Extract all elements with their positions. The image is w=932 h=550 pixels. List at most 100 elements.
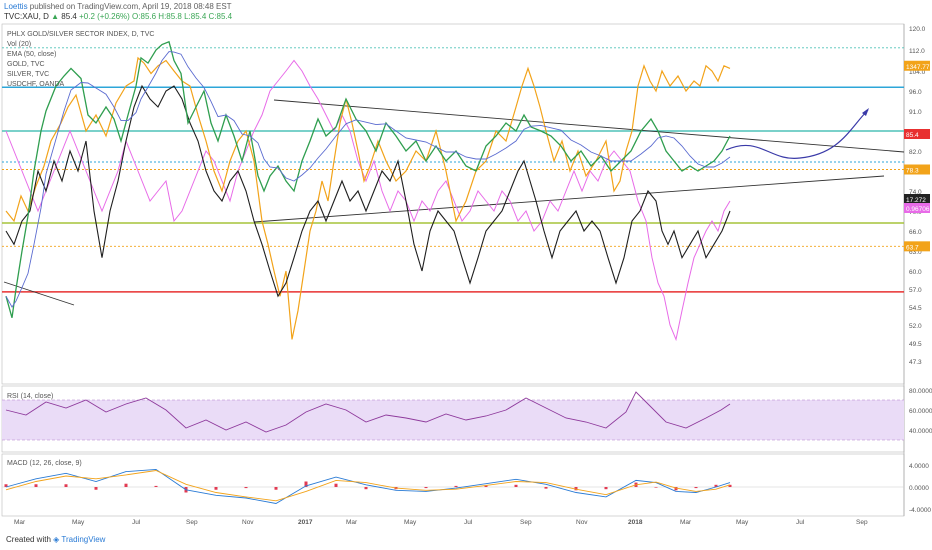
x-tick-label: Sep <box>520 519 532 526</box>
y-tick-label: 54.5 <box>909 305 922 312</box>
rsi-tick-label: 80.0000 <box>909 388 932 395</box>
ema-series <box>5 51 731 308</box>
macd-tick-label: 0.0000 <box>909 485 929 492</box>
symbol-info: TVC:XAU, D ▲ 85.4 +0.2 (+0.26%) O:85.6 H… <box>4 12 232 21</box>
x-tick-label: Jul <box>464 519 473 526</box>
macd-hist-bar <box>244 487 248 489</box>
macd-hist-bar <box>364 487 368 490</box>
y-tick-label: 91.0 <box>909 109 922 116</box>
price-tag-label: 85.4 <box>906 132 919 139</box>
x-tick-label: 2017 <box>298 519 313 526</box>
legend-entry: Vol (20) <box>7 41 31 48</box>
x-tick-label: May <box>404 519 417 526</box>
footer: Created with ◈ TradingView <box>6 535 105 544</box>
x-tick-label: Nov <box>242 519 254 526</box>
macd-hist-bar <box>274 487 278 490</box>
price-change: +0.2 (+0.26%) <box>79 12 130 21</box>
price-tag-label: 0.96706 <box>906 206 930 213</box>
trend-line-upper <box>273 99 905 153</box>
x-tick-label: Mar <box>680 519 692 526</box>
xau-series <box>5 40 731 318</box>
macd-label: MACD (12, 26, close, 9) <box>7 460 82 467</box>
last-price: 85.4 <box>61 12 77 21</box>
macd-hist-bar <box>214 487 218 490</box>
gold-series <box>5 56 731 340</box>
price-tag-bg <box>904 203 930 213</box>
price-tag-bg <box>904 194 930 204</box>
author-link[interactable]: Loettis <box>4 2 28 11</box>
tradingview-link[interactable]: TradingView <box>61 535 106 544</box>
y-tick-label: 57.0 <box>909 287 922 294</box>
x-tick-label: May <box>736 519 749 526</box>
legend-entry: USDCHF, OANDA <box>7 81 65 88</box>
tradingview-logo-icon: ◈ <box>53 535 60 544</box>
legend-entry: GOLD, TVC <box>7 61 45 68</box>
projection-curve <box>725 109 869 159</box>
ohlc-values: O:85.6 H:85.8 L:85.4 C:85.4 <box>132 12 233 21</box>
x-tick-label: Sep <box>856 519 868 526</box>
x-tick-label: Jul <box>796 519 805 526</box>
macd-hist-bar <box>654 487 658 488</box>
macd-pane <box>1 453 905 517</box>
price-tag-label: 1347.77 <box>906 64 930 71</box>
macd-hist-bar <box>604 487 608 490</box>
rsi-label: RSI (14, close) <box>7 393 53 400</box>
usdchf-series <box>5 59 731 342</box>
legend-entry: SILVER, TVC <box>7 71 49 78</box>
macd-hist-bar <box>64 484 68 487</box>
publish-info: Loettis published on TradingView.com, Ap… <box>4 2 232 11</box>
up-arrow-icon: ▲ <box>51 12 60 21</box>
y-tick-label: 74.0 <box>909 189 922 196</box>
y-tick-label: 52.0 <box>909 323 922 330</box>
trend-line-lower <box>253 175 885 223</box>
y-tick-label: 96.0 <box>909 89 922 96</box>
y-tick-label: 47.3 <box>909 359 922 366</box>
y-tick-label: 63.0 <box>909 249 922 256</box>
rsi-band <box>2 400 904 440</box>
macd-hist-bar <box>94 487 98 490</box>
legend-entry: EMA (50, close) <box>7 51 56 58</box>
legend-entry: PHLX GOLD/SILVER SECTOR INDEX, D, TVC <box>7 31 154 38</box>
macd-hist-bar <box>544 487 548 489</box>
x-tick-label: May <box>72 519 85 526</box>
macd-hist-bar <box>728 484 732 487</box>
y-tick-label: 49.5 <box>909 341 922 348</box>
macd-hist-bar <box>304 481 308 487</box>
projection-arrow-icon <box>862 108 869 116</box>
rsi-tick-label: 60.0000 <box>909 408 932 415</box>
macd-series <box>5 468 731 504</box>
rsi-series <box>5 391 731 433</box>
macd-hist-bar <box>514 484 518 487</box>
x-tick-label: Mar <box>346 519 358 526</box>
macd-hist-bar <box>4 484 8 487</box>
macd-hist-bar <box>484 485 488 487</box>
publish-text: published on TradingView.com, April 19, … <box>27 2 232 11</box>
symbol-name: TVC:XAU, D <box>4 12 49 21</box>
x-tick-label: Mar <box>14 519 26 526</box>
macd-hist-bar <box>334 483 338 487</box>
y-tick-label: 66.0 <box>909 229 922 236</box>
macd-hist-bar <box>34 484 38 487</box>
price-tag-bg <box>904 129 930 139</box>
macd-tick-label: 4.0000 <box>909 463 929 470</box>
x-tick-label: Sep <box>186 519 198 526</box>
created-with: Created with <box>6 535 51 544</box>
macd-hist-bar <box>694 487 698 489</box>
macd-tick-label: -4.0000 <box>909 507 931 514</box>
macd-hist-bar <box>424 487 428 489</box>
x-tick-label: Nov <box>576 519 588 526</box>
y-tick-label: 104.0 <box>909 69 926 76</box>
y-tick-label: 112.0 <box>909 48 925 55</box>
macd-hist-bar <box>454 485 458 487</box>
signal-series <box>5 470 731 502</box>
y-tick-label: 82.0 <box>909 149 922 156</box>
macd-hist-bar <box>674 487 678 491</box>
macd-hist-bar <box>574 487 578 491</box>
x-tick-label: 2018 <box>628 519 643 526</box>
price-tag-bg <box>904 164 930 175</box>
price-tag-bg <box>904 60 930 71</box>
rsi-tick-label: 40.0000 <box>909 428 932 435</box>
macd-hist-bar <box>124 483 128 487</box>
price-tag-label: 63.7 <box>906 244 919 251</box>
